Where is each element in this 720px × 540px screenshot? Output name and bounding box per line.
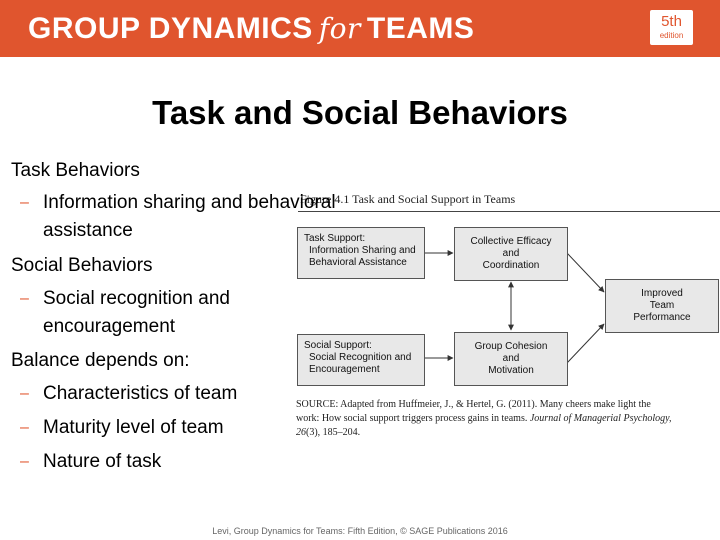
source-volume: 26 [296,427,306,438]
arrow-cohesion-to-improved [566,323,605,364]
improved-line2: Team [649,300,675,311]
social-support-box: Social Support: Social Recognition and E… [297,334,425,386]
figure-rule [298,211,720,212]
social-support-line1: Social Recognition and [309,352,412,363]
social-support-title: Social Support: [304,340,372,351]
source-journal: Journal of Managerial Psychology, [529,413,672,424]
title-part-2: TEAMS [366,12,475,45]
bullet-social-behaviors: Social Behaviors [11,255,153,276]
task-support-title: Task Support: [304,233,366,244]
figure-caption: Figure 4.1 Task and Social Support in Te… [300,192,516,206]
social-support-line2: Encouragement [309,364,380,375]
source-line2: work: How social support triggers proces… [296,413,528,424]
collective-efficacy-box: Collective Efficacy and Coordination [454,227,568,281]
group-cohesion-line3: Motivation [488,365,534,376]
bullet-social-recognition: Social recognition and [43,288,230,309]
group-cohesion-line2: and [502,353,520,364]
collective-efficacy-line2: and [502,248,520,259]
edition-number: 5th [661,13,682,30]
bullet-dash: – [20,453,29,470]
task-support-line2: Behavioral Assistance [309,257,407,268]
title-part-1: GROUP DYNAMICS [28,12,313,45]
slide-title: Task and Social Behaviors [152,94,568,131]
source-line1: SOURCE: Adapted from Huffmeier, J., & He… [296,399,651,410]
collective-efficacy-line1: Collective Efficacy [470,236,552,247]
bullet-dash: – [20,419,29,436]
bullet-balance: Balance depends on: [11,350,190,371]
edition-word: edition [659,31,684,40]
bullet-info-sharing: Information sharing and behavioral [43,192,336,213]
source-pages: (3), 185–204. [306,427,361,438]
bullet-task-behaviors: Task Behaviors [11,160,140,181]
figure-source: SOURCE: Adapted from Huffmeier, J., & He… [296,398,720,440]
improved-line1: Improved [641,288,683,299]
footer-credit: Levi, Group Dynamics for Teams: Fifth Ed… [212,526,508,536]
improved-performance-box: Improved Team Performance [605,279,719,333]
task-support-line1: Information Sharing and [309,245,416,256]
header-banner: GROUP DYNAMICS for TEAMS 5th edition [0,0,720,57]
collective-efficacy-line3: Coordination [482,260,540,271]
bullet-dash: – [20,290,29,307]
bullet-characteristics: Characteristics of team [43,383,238,404]
bullet-nature: Nature of task [43,451,162,472]
bullet-social-recognition-cont: encouragement [43,316,176,337]
improved-line3: Performance [633,312,691,323]
bullet-dash: – [20,385,29,402]
bullet-dash: – [20,194,29,211]
group-cohesion-box: Group Cohesion and Motivation [454,332,568,386]
task-support-box: Task Support: Information Sharing and Be… [297,227,425,279]
bullet-info-sharing-cont: assistance [43,220,133,241]
title-for: for [318,12,361,45]
group-cohesion-line1: Group Cohesion [474,341,548,352]
bullet-maturity: Maturity level of team [43,417,224,438]
arrow-efficacy-to-improved [566,252,605,293]
edition-badge: 5th edition [650,10,693,45]
book-title-logo: GROUP DYNAMICS for TEAMS [28,9,474,49]
